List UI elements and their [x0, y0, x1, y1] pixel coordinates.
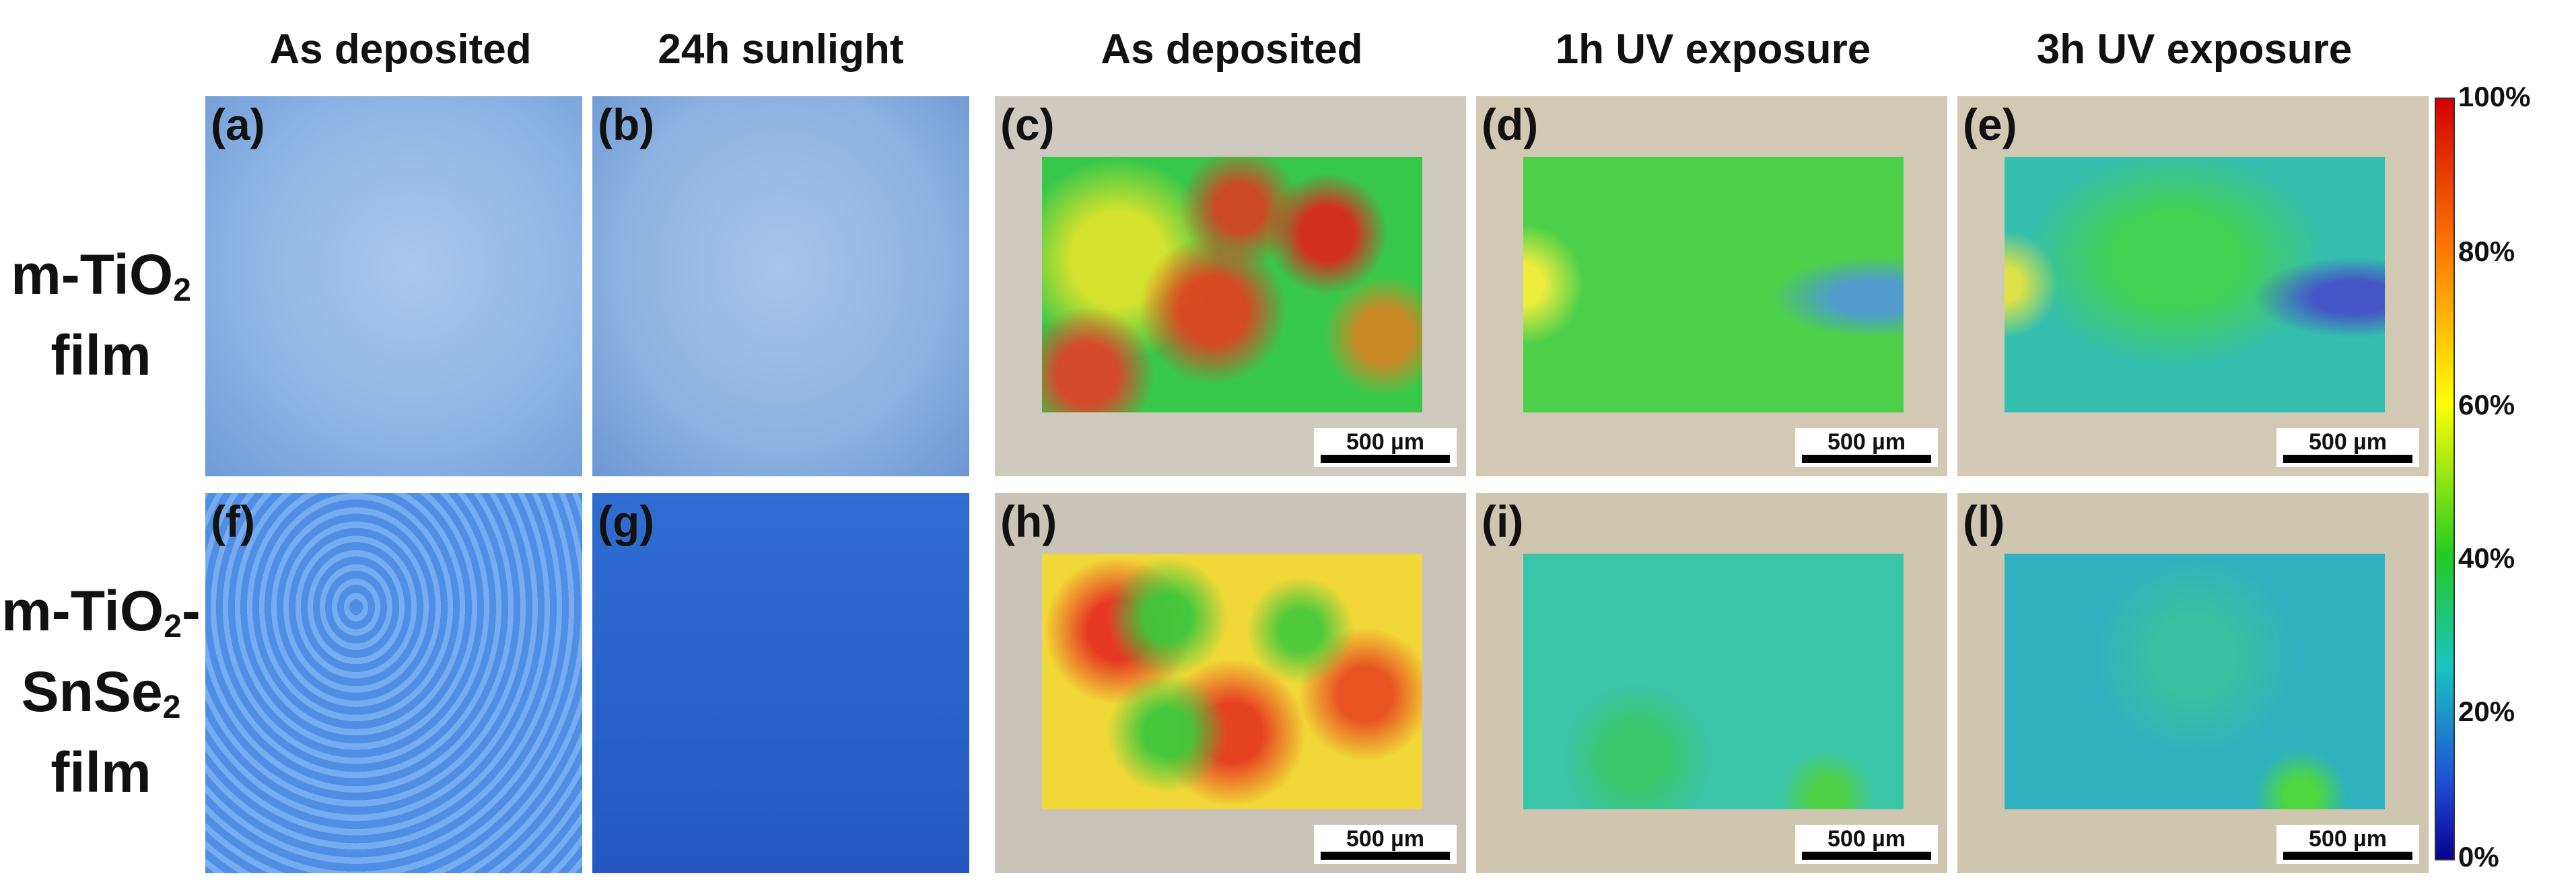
panel-letter: (l) [1963, 496, 2005, 546]
column-title-4: 1h UV exposure [1555, 26, 1871, 73]
panel-b-photo: (b) [592, 96, 969, 476]
colorbar-tick-60: 60% [2458, 389, 2515, 420]
panel-i-map: (i) 500 µm [1476, 493, 1947, 873]
panel-letter: (g) [598, 496, 655, 546]
scale-bar: 500 µm [1314, 825, 1457, 864]
panel-c-map: (c) 500 µm [995, 96, 1466, 476]
colorbar-tick-20: 20% [2458, 696, 2515, 727]
colorbar-tick-0: 0% [2458, 841, 2499, 873]
row-label-1: m-TiO2 film [11, 243, 191, 387]
scale-bar: 500 µm [1795, 825, 1938, 864]
scale-bar: 500 µm [2276, 428, 2419, 467]
scale-bar: 500 µm [1795, 428, 1938, 467]
panel-letter: (e) [1963, 100, 2017, 149]
panel-letter: (f) [211, 496, 255, 546]
panel-l-map: (l) 500 µm [1957, 493, 2429, 873]
panel-e-map: (e) 500 µm [1957, 96, 2429, 476]
row-label-2: m-TiO2- SnSe2 film [1, 579, 201, 804]
panel-g-photo: (g) [592, 493, 969, 873]
heatmap-overlay [1042, 157, 1422, 412]
panel-letter: (h) [1000, 496, 1057, 546]
panel-f-photo: (f) [205, 493, 582, 873]
heatmap-overlay [2005, 554, 2385, 809]
panel-a-photo: (a) [205, 96, 582, 476]
panel-letter: (c) [1000, 100, 1055, 149]
panel-h-map: (h) 500 µm [995, 493, 1466, 873]
panel-letter: (b) [598, 100, 655, 149]
panel-letter: (d) [1482, 100, 1539, 149]
colorbar [2435, 98, 2455, 860]
panel-letter: (a) [211, 100, 265, 149]
scale-bar: 500 µm [1314, 428, 1457, 467]
colorbar-tick-80: 80% [2458, 235, 2515, 267]
column-title-2: 24h sunlight [658, 26, 904, 73]
panel-letter: (i) [1482, 496, 1524, 546]
colorbar-tick-40: 40% [2458, 542, 2515, 574]
column-title-3: As deposited [1101, 26, 1363, 73]
panel-d-map: (d) 500 µm [1476, 96, 1947, 476]
heatmap-overlay [1042, 554, 1422, 809]
heatmap-overlay [1523, 157, 1904, 412]
heatmap-overlay [2005, 157, 2385, 412]
column-title-5: 3h UV exposure [2036, 26, 2353, 73]
scale-bar: 500 µm [2276, 825, 2419, 864]
heatmap-overlay [1523, 554, 1904, 809]
column-title-1: As deposited [269, 26, 532, 73]
colorbar-tick-100: 100% [2458, 81, 2531, 112]
